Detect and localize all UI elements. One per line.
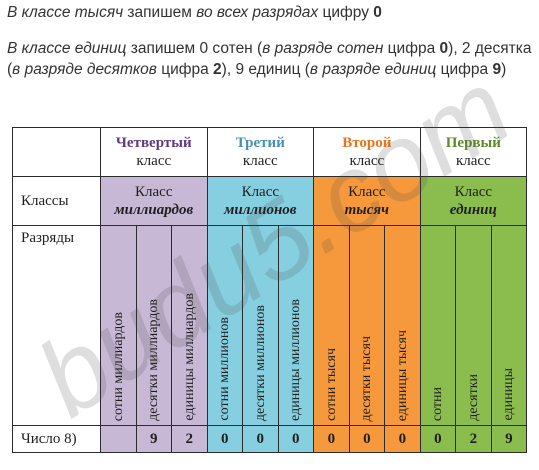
ranks-label: Разряды [12,225,101,426]
intro-text-2: цифру [318,4,374,21]
class-cell-billions: Класс миллиардов [100,176,208,226]
explain-paren-3: в разряде единиц [309,61,437,78]
digit-cell: 0 [313,425,350,453]
header-row: Четвертый класс Третий класс Второй клас… [12,127,528,177]
group-name-1: Первый [445,135,501,151]
digit-cell: 2 [455,425,492,453]
intro-text-1: запишем [123,4,197,21]
class-cell-thousands: Класс тысяч [313,176,421,226]
classes-row: Классы Класс миллиардов Класс миллионов … [12,176,528,226]
explain-paren-1: в разряде сотен [262,40,384,57]
rank-label: десятки миллионов [252,304,268,421]
group-header-3: Третий класс [206,127,315,177]
group-header-4: Четвертый класс [100,127,208,177]
digit-cell: 9 [490,425,528,453]
rank-label: единицы миллионов [288,299,304,421]
group-sub-3: класс [242,153,278,169]
rank-label: сотни миллиардов [110,311,126,421]
rank-cell: единицы миллионов [277,225,315,426]
class-name: тысяч [344,202,389,218]
rank-label: единицы миллиардов [181,293,197,421]
explain-text-1: запишем 0 сотен ( [126,40,263,57]
explain-text-3: ), 9 единиц ( [221,61,310,78]
class-word: Класс [348,184,386,200]
class-cell-units: Класс единиц [419,176,528,226]
intro-italic-2: во всех разрядах [196,4,319,21]
class-word: Класс [241,184,280,200]
group-sub-4: класс [136,153,172,169]
place-value-table: Четвертый класс Третий класс Второй клас… [12,127,528,453]
rank-label: единицы тысяч [394,329,410,421]
explain-digit-1: 0 [439,40,449,57]
rank-cell: единицы [490,225,528,426]
explain-text-2b: цифра [156,61,214,78]
rank-cell: сотни миллиардов [100,225,137,426]
rank-label: сотни тысяч [323,348,339,421]
digit-cell: 2 [171,425,208,453]
explain-text-3b: цифра [436,61,493,78]
class-name: миллиардов [114,202,194,218]
corner-cell [12,127,101,177]
rank-cell: единицы тысяч [384,225,421,426]
rank-cell: десятки [455,225,492,426]
digit-cell: 0 [348,425,386,453]
group-sub-2: класс [349,153,385,169]
digit-cell: 0 [384,425,421,453]
class-name: единиц [449,202,497,218]
explain-digit-3: 9 [492,61,502,78]
explain-digit-2: 2 [213,61,222,78]
rank-cell: сотни тысяч [313,225,350,426]
explain-text-2: ), 2 десятка ( [7,40,532,78]
rank-label: сотни [430,386,446,421]
intro-italic-1: В классе тысяч [7,4,124,21]
explain-close: ) [501,61,507,78]
digit-cell: 0 [242,425,279,453]
explain-text-1b: цифра [383,40,440,57]
class-word: Класс [454,184,493,200]
group-header-2: Второй класс [313,127,421,177]
class-cell-millions: Класс миллионов [206,176,315,226]
rank-cell: десятки тысяч [348,225,386,426]
rank-cell: десятки миллионов [242,225,279,426]
class-name: миллионов [224,202,297,218]
group-name-3: Третий [235,135,285,151]
digit-cell: 0 [277,425,315,453]
classes-label: Классы [12,176,101,226]
group-name-4: Четвертый [115,135,192,151]
class-word: Класс [135,184,173,200]
group-header-1: Первый класс [419,127,528,177]
group-name-2: Второй [342,135,392,151]
rank-label: десятки [465,374,481,421]
rank-label: десятки миллиардов [146,299,162,421]
rank-label: единицы [501,368,517,421]
explain-paren-2: в разряде десятков [12,61,157,78]
intro-paragraph: В классе тысяч запишем во всех разрядах … [7,2,537,23]
number-row: Число 8) 9 2 0 0 0 0 0 0 0 2 9 [12,425,528,453]
explain-italic-1: В классе единиц [7,40,127,57]
group-sub-1: класс [455,153,491,169]
intro-digit: 0 [373,4,382,21]
rank-label: сотни миллионов [217,317,233,421]
digit-cell: 0 [206,425,244,453]
digit-cell: 9 [135,425,172,453]
rank-cell: десятки миллиардов [135,225,172,426]
ranks-row: Разряды сотни миллиардов десятки миллиар… [12,225,528,426]
digit-cell [100,425,137,453]
explain-paragraph: В классе единиц запишем 0 сотен (в разря… [7,38,535,80]
rank-cell: сотни миллионов [206,225,244,426]
rank-cell: сотни [419,225,457,426]
digit-cell: 0 [419,425,457,453]
number-label: Число 8) [12,425,101,453]
rank-cell: единицы миллиардов [171,225,208,426]
rank-label: десятки тысяч [359,335,375,421]
